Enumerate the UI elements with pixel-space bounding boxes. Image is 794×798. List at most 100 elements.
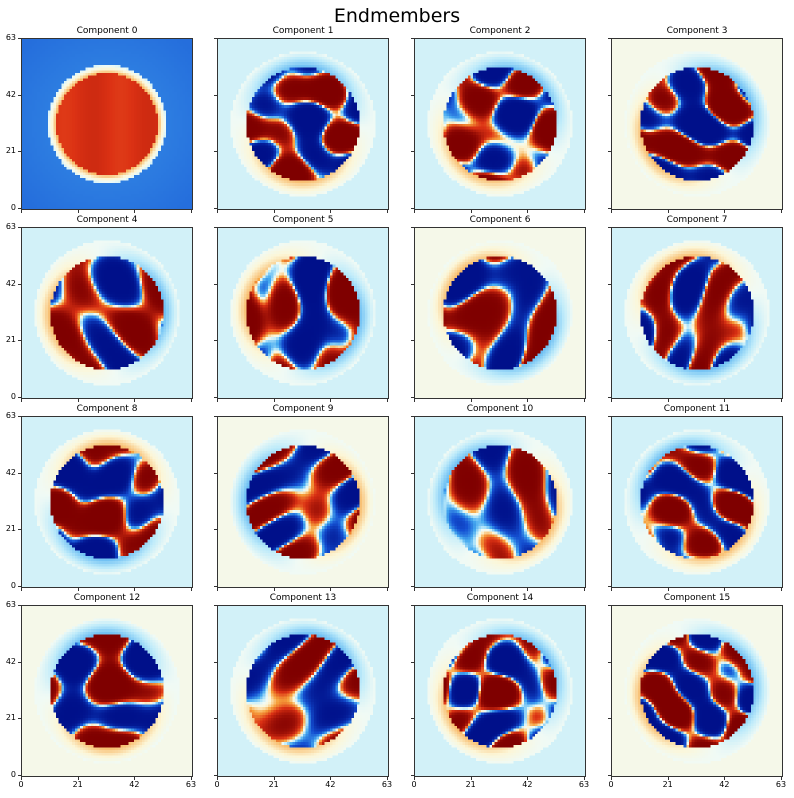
y-tick-label: 63 <box>0 411 16 420</box>
y-tick-mark <box>411 775 414 776</box>
y-tick-mark <box>608 397 611 398</box>
x-tick-mark <box>471 588 472 591</box>
y-tick-mark <box>214 662 217 663</box>
y-tick-label: 0 <box>0 581 16 590</box>
y-tick-mark <box>608 38 611 39</box>
y-tick-mark <box>411 397 414 398</box>
heatmap-svg <box>22 39 192 209</box>
heatmap-image <box>414 227 586 399</box>
subplot-panel: Component 5 <box>217 215 389 401</box>
x-tick-label: 63 <box>574 780 594 789</box>
x-tick-mark <box>584 210 585 213</box>
x-tick-mark <box>584 399 585 402</box>
subplot-title: Component 1 <box>217 26 389 36</box>
y-tick-mark <box>18 284 21 285</box>
y-tick-mark <box>411 718 414 719</box>
heatmap-image <box>414 416 586 588</box>
subplot-panel: Component 8 63 42 21 0 <box>21 404 193 590</box>
heatmap-svg <box>22 606 192 776</box>
subplot-title: Component 12 <box>21 593 193 603</box>
x-tick-label: 42 <box>320 780 340 789</box>
y-tick-label: 21 <box>0 335 16 344</box>
y-tick-mark <box>18 397 21 398</box>
x-tick-mark <box>78 588 79 591</box>
subplot-title: Component 7 <box>611 215 783 225</box>
subplot-title: Component 9 <box>217 404 389 414</box>
heatmap-image <box>611 38 783 210</box>
x-tick-label: 0 <box>207 780 227 789</box>
y-tick-mark <box>608 586 611 587</box>
subplot-title: Component 13 <box>217 593 389 603</box>
x-tick-mark <box>78 399 79 402</box>
y-tick-mark <box>608 151 611 152</box>
y-tick-mark <box>411 151 414 152</box>
x-tick-label: 42 <box>714 780 734 789</box>
heatmap-svg <box>22 228 192 398</box>
y-tick-mark <box>18 529 21 530</box>
heatmap-svg <box>218 606 388 776</box>
y-tick-mark <box>214 397 217 398</box>
y-tick-mark <box>411 38 414 39</box>
x-tick-mark <box>387 588 388 591</box>
x-tick-label: 0 <box>404 780 424 789</box>
heatmap-svg <box>415 228 585 398</box>
y-tick-label: 21 <box>0 524 16 533</box>
heatmap-image <box>414 38 586 210</box>
x-tick-mark <box>611 399 612 402</box>
heatmap-svg <box>218 39 388 209</box>
y-tick-mark <box>411 208 414 209</box>
x-tick-mark <box>191 210 192 213</box>
x-tick-label: 42 <box>124 780 144 789</box>
x-tick-mark <box>274 588 275 591</box>
y-tick-mark <box>608 529 611 530</box>
y-tick-label: 63 <box>0 33 16 42</box>
subplot-title: Component 14 <box>414 593 586 603</box>
heatmap-image <box>611 416 783 588</box>
y-tick-mark <box>608 208 611 209</box>
y-tick-mark <box>18 775 21 776</box>
x-tick-mark <box>527 399 528 402</box>
x-tick-label: 63 <box>771 780 791 789</box>
y-tick-mark <box>411 227 414 228</box>
subplot-panel: Component 7 <box>611 215 783 401</box>
heatmap-image <box>217 416 389 588</box>
heatmap-image <box>611 227 783 399</box>
x-tick-mark <box>21 210 22 213</box>
subplot-title: Component 2 <box>414 26 586 36</box>
y-tick-label: 63 <box>0 222 16 231</box>
heatmap-svg <box>218 228 388 398</box>
subplot-panel: Component 2 <box>414 26 586 212</box>
y-tick-label: 42 <box>0 90 16 99</box>
x-tick-mark <box>781 588 782 591</box>
x-tick-mark <box>274 210 275 213</box>
heatmap-image <box>217 38 389 210</box>
y-tick-mark <box>411 95 414 96</box>
x-tick-mark <box>611 210 612 213</box>
y-tick-mark <box>411 586 414 587</box>
x-tick-mark <box>274 399 275 402</box>
y-tick-mark <box>608 473 611 474</box>
y-tick-mark <box>608 340 611 341</box>
y-tick-mark <box>18 95 21 96</box>
subplot-panel: Component 6 <box>414 215 586 401</box>
y-tick-mark <box>18 227 21 228</box>
y-tick-mark <box>214 284 217 285</box>
subplot-panel: Component 14 0 21 42 63 <box>414 593 586 779</box>
x-tick-mark <box>134 588 135 591</box>
y-tick-mark <box>214 151 217 152</box>
x-tick-mark <box>471 210 472 213</box>
y-tick-mark <box>18 605 21 606</box>
y-tick-mark <box>411 340 414 341</box>
x-tick-mark <box>387 399 388 402</box>
subplot-panel: Component 12 63 42 21 0 0 21 42 63 <box>21 593 193 779</box>
heatmap-svg <box>612 417 782 587</box>
x-tick-mark <box>414 399 415 402</box>
x-tick-mark <box>724 210 725 213</box>
subplot-panel: Component 1 <box>217 26 389 212</box>
heatmap-image <box>21 38 193 210</box>
x-tick-label: 42 <box>517 780 537 789</box>
subplot-title: Component 4 <box>21 215 193 225</box>
heatmap-image <box>21 605 193 777</box>
y-tick-label: 0 <box>0 770 16 779</box>
x-tick-mark <box>217 210 218 213</box>
